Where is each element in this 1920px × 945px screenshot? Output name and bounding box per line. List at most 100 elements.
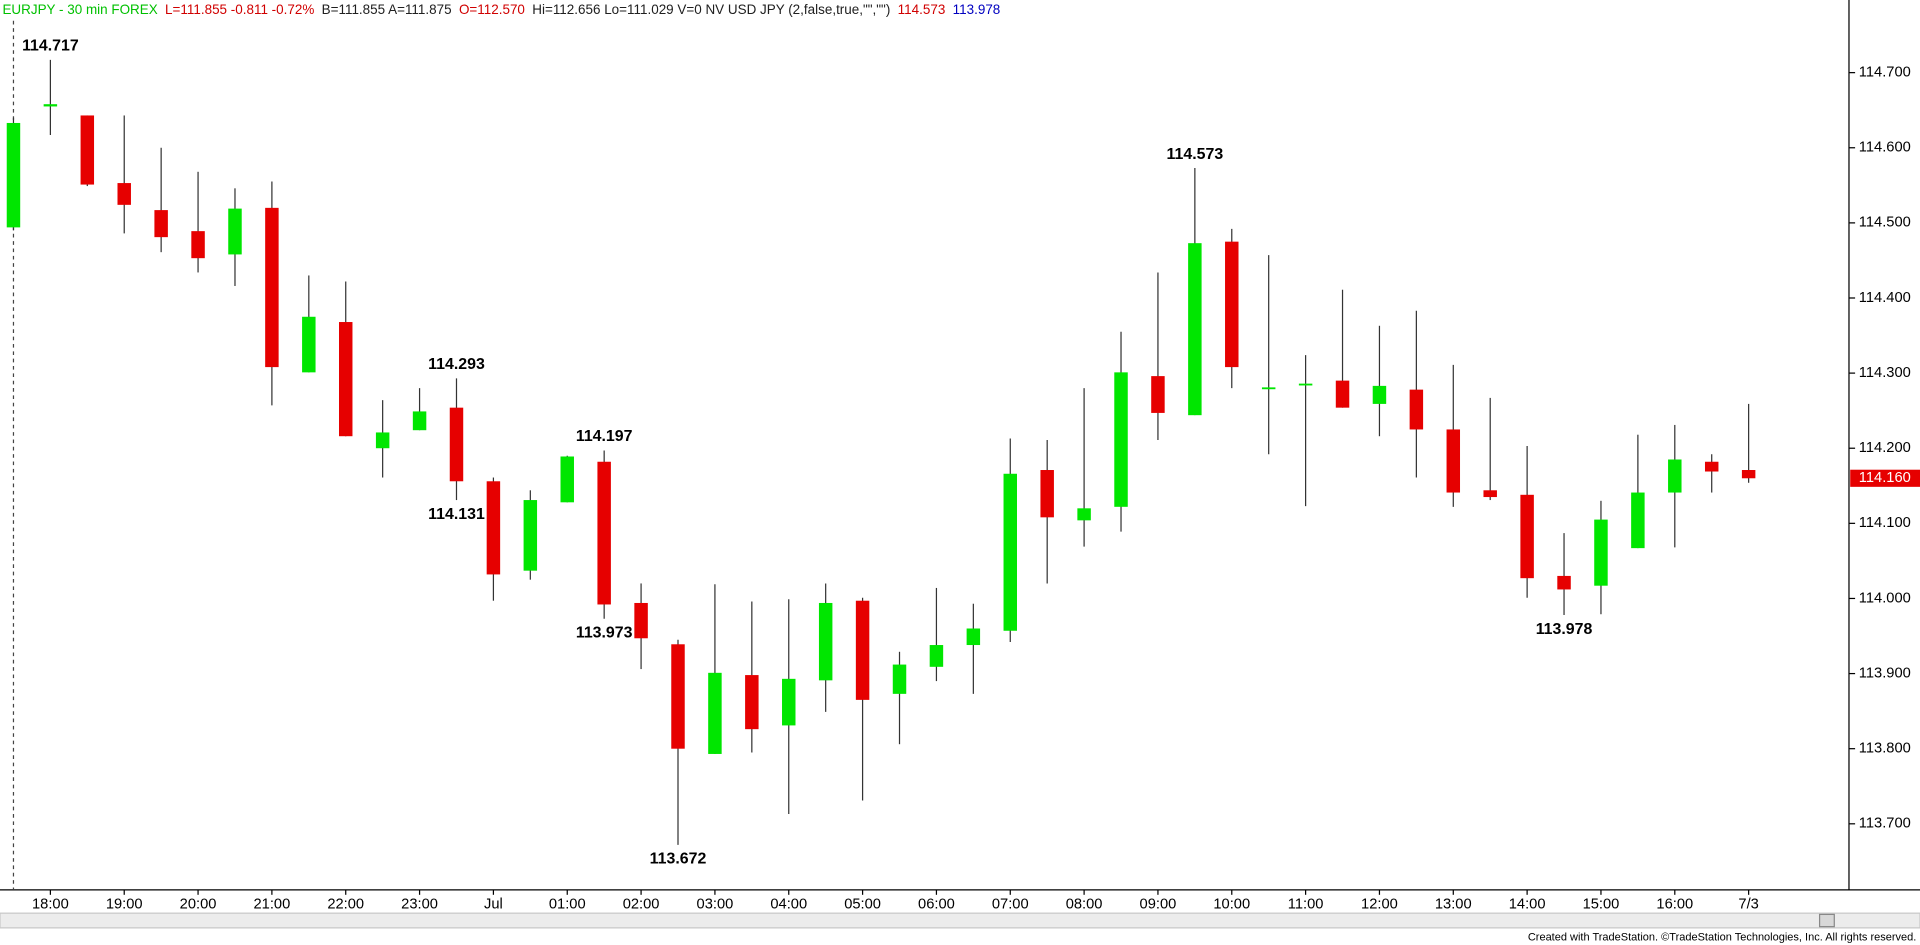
x-tick-label: 09:00 <box>1140 896 1177 912</box>
candle-body <box>1557 575 1571 590</box>
candle-body <box>43 104 58 107</box>
candle-body <box>1077 508 1091 521</box>
candle-body <box>1446 429 1461 493</box>
candle-body <box>671 644 685 749</box>
candle-body <box>6 122 21 228</box>
header-item: Hi=112.656 Lo=111.029 V=0 NV USD JPY (2,… <box>532 1 890 16</box>
candle-body <box>1520 494 1534 579</box>
x-tick-label: Jul <box>484 896 503 912</box>
candle-body <box>782 678 796 726</box>
x-tick-label: 04:00 <box>770 896 807 912</box>
header-item: B=111.855 A=111.875 <box>322 1 452 16</box>
x-tick-label: 18:00 <box>32 896 69 912</box>
candle-body <box>929 645 944 667</box>
header-item: EURJPY - 30 min FOREX <box>2 1 157 16</box>
candle-body <box>1003 473 1017 631</box>
x-tick-label: 13:00 <box>1435 896 1472 912</box>
candle-body <box>708 672 722 754</box>
x-tick-label: 19:00 <box>106 896 143 912</box>
x-tick-label: 06:00 <box>918 896 955 912</box>
high-label: 114.573 <box>1167 146 1224 163</box>
x-tick-label: 10:00 <box>1213 896 1250 912</box>
x-tick-label: 12:00 <box>1361 896 1398 912</box>
candle-body <box>818 602 833 681</box>
candle-body <box>1151 376 1165 413</box>
x-tick-label: 21:00 <box>254 896 291 912</box>
header-item: 114.573 <box>898 1 946 16</box>
header-item: L=111.855 -0.811 -0.72% <box>165 1 314 16</box>
x-tick-label: 01:00 <box>549 896 586 912</box>
header: EURJPY - 30 min FOREX L=111.855 -0.811 -0… <box>2 1 1000 16</box>
low-label: 113.672 <box>650 851 707 868</box>
scrollbar[interactable] <box>0 912 1920 929</box>
candle-body <box>1225 241 1239 368</box>
candle-body <box>597 461 611 605</box>
candle-body <box>892 664 907 694</box>
x-tick-label: 15:00 <box>1583 896 1620 912</box>
header-item: O=112.570 <box>459 1 525 16</box>
candle-body <box>375 432 390 449</box>
candle-body <box>523 500 538 571</box>
candle-body <box>1261 387 1276 390</box>
x-tick-label: 7/3 <box>1738 896 1758 912</box>
y-tick-label: 113.900 <box>1859 665 1911 681</box>
x-tick-label: 11:00 <box>1288 896 1324 912</box>
x-tick-label: 14:00 <box>1509 896 1546 912</box>
header-item: 113.978 <box>953 1 1001 16</box>
candle-body <box>1409 389 1424 430</box>
x-tick-label: 20:00 <box>180 896 217 912</box>
candle-body <box>449 407 464 482</box>
high-label: 114.717 <box>22 38 79 55</box>
candle-body <box>1114 372 1128 507</box>
candle-body <box>1040 470 1054 518</box>
x-tick-label: 22:00 <box>327 896 364 912</box>
y-tick-label: 113.800 <box>1859 741 1911 757</box>
y-tick-label: 114.100 <box>1859 515 1911 531</box>
candle-body <box>1594 519 1608 586</box>
candle-body <box>560 456 574 503</box>
x-tick-label: 07:00 <box>992 896 1029 912</box>
low-label: 113.973 <box>576 625 633 642</box>
y-tick-label: 113.700 <box>1859 816 1911 832</box>
candle-body <box>1298 383 1313 386</box>
candle-body <box>1335 380 1350 408</box>
footer: Created with TradeStation. ©TradeStation… <box>1528 932 1916 944</box>
high-label: 114.197 <box>576 428 633 445</box>
low-label: 113.978 <box>1536 621 1593 638</box>
candle-body <box>1631 492 1645 549</box>
x-tick-label: 16:00 <box>1656 896 1693 912</box>
candle-body <box>745 675 759 730</box>
candle-body <box>1668 459 1682 493</box>
candle-body <box>117 183 131 205</box>
candle-body <box>228 208 242 255</box>
x-tick-label: 23:00 <box>401 896 438 912</box>
last-price-box <box>1850 469 1920 487</box>
x-tick-label: 03:00 <box>697 896 734 912</box>
candle-body <box>1372 385 1387 404</box>
candle-body <box>1704 461 1719 472</box>
y-tick-label: 114.000 <box>1859 590 1911 606</box>
y-tick-label: 114.700 <box>1859 65 1911 81</box>
y-tick-label: 114.600 <box>1859 140 1911 156</box>
y-tick-label: 114.500 <box>1859 215 1911 231</box>
candle-body <box>339 322 353 437</box>
low-label: 114.131 <box>428 506 485 523</box>
x-tick-label: 02:00 <box>623 896 660 912</box>
y-tick-label: 114.200 <box>1859 440 1911 456</box>
candle-body <box>154 210 168 238</box>
candle-body <box>1741 470 1756 479</box>
candle-body <box>265 207 279 368</box>
candle-body <box>1483 490 1497 498</box>
candle-body <box>855 600 870 700</box>
candle-body <box>486 481 501 575</box>
y-tick-label: 114.300 <box>1859 365 1911 381</box>
candle-body <box>80 115 95 185</box>
x-tick-label: 05:00 <box>844 896 881 912</box>
candle-body <box>1188 243 1202 416</box>
last-price-label: 114.160 <box>1859 470 1911 486</box>
candle-body <box>191 231 205 259</box>
scrollbar-thumb[interactable] <box>1818 913 1835 928</box>
x-tick-label: 08:00 <box>1066 896 1103 912</box>
